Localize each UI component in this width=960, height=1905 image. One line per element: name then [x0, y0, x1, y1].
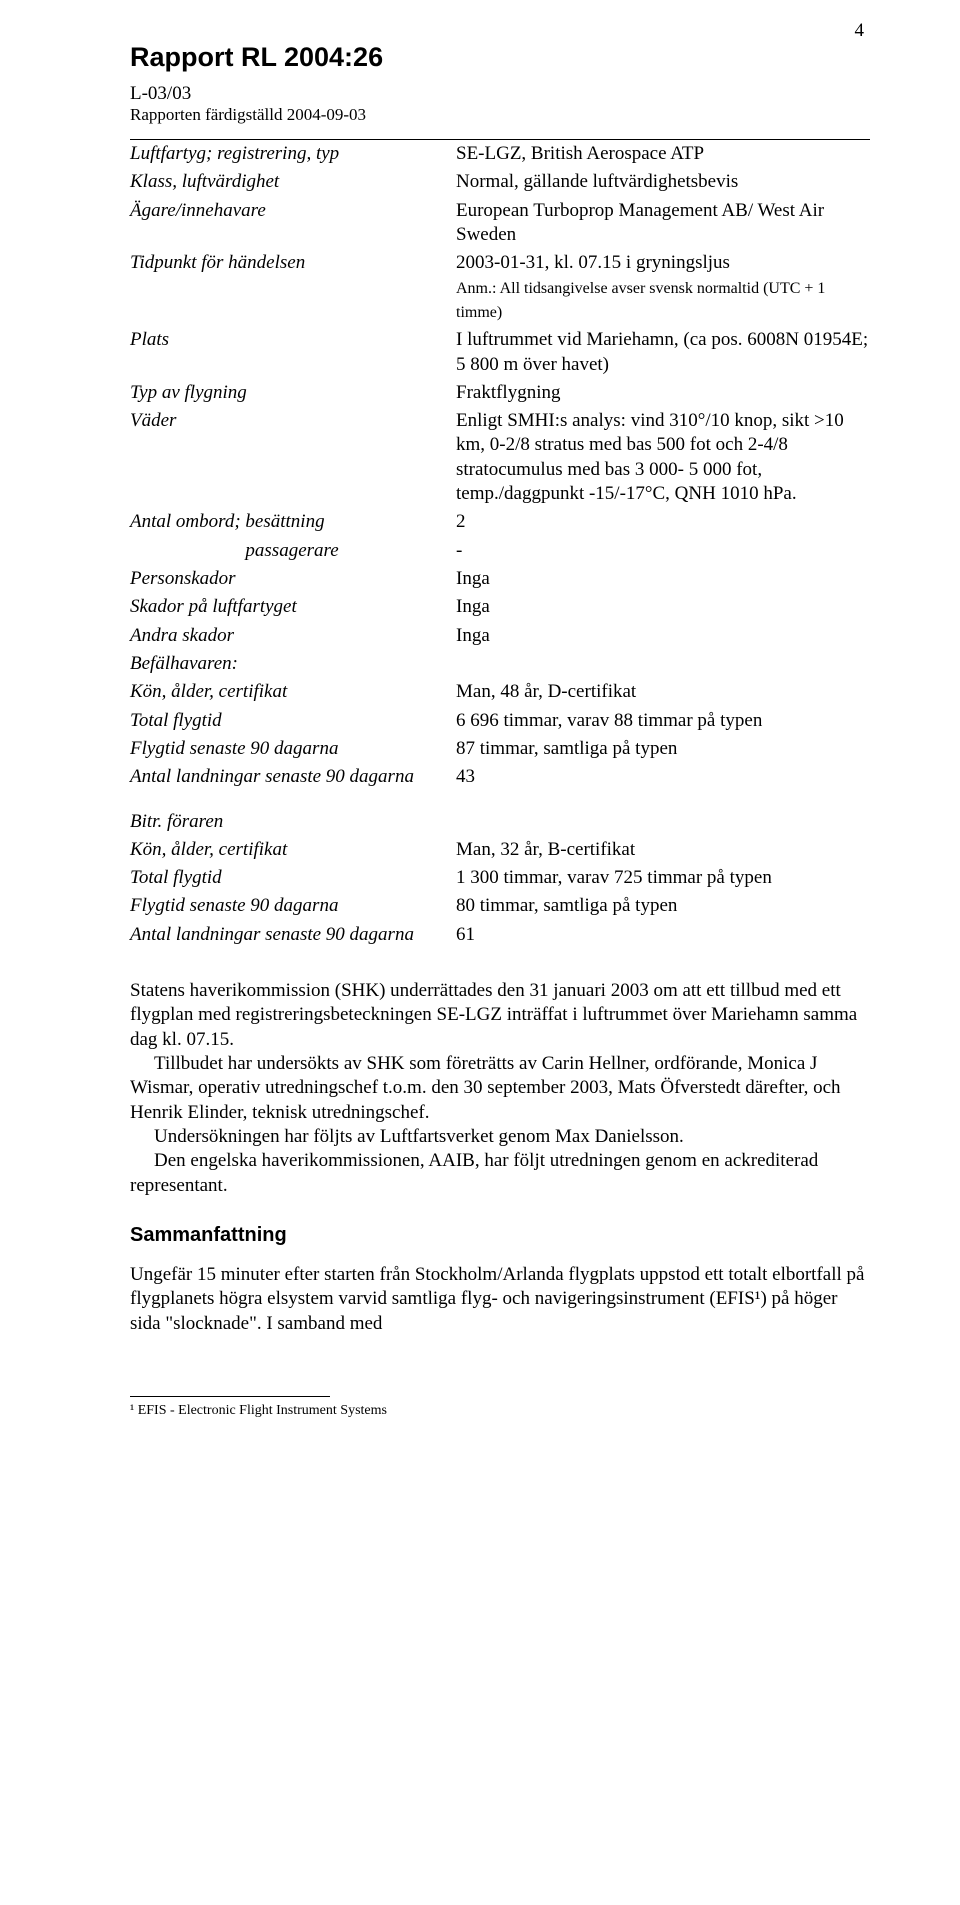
table-row: Personskador Inga	[130, 565, 870, 593]
table-row: Luftfartyg; registrering, typ SE-LGZ, Br…	[130, 140, 870, 169]
row-value: 2	[456, 508, 870, 536]
table-row: Total flygtid 6 696 timmar, varav 88 tim…	[130, 707, 870, 735]
table-row: Andra skador Inga	[130, 622, 870, 650]
row-label: Antal landningar senaste 90 dagarna	[130, 921, 456, 949]
row-note: Anm.: All tidsangivelse avser svensk nor…	[456, 280, 825, 321]
row-label: Befälhavaren:	[130, 650, 456, 678]
row-value: European Turboprop Management AB/ West A…	[456, 197, 870, 250]
row-value: 43	[456, 763, 870, 791]
table-row: Plats I luftrummet vid Mariehamn, (ca po…	[130, 326, 870, 379]
table-row: Kön, ålder, certifikat Man, 48 år, D-cer…	[130, 678, 870, 706]
row-value: Normal, gällande luftvärdighetsbevis	[456, 168, 870, 196]
row-label: Personskador	[130, 565, 456, 593]
paragraph: Tillbudet har undersökts av SHK som före…	[130, 1052, 870, 1125]
table-row: Total flygtid 1 300 timmar, varav 725 ti…	[130, 864, 870, 892]
row-value: Inga	[456, 622, 870, 650]
row-value: Enligt SMHI:s analys: vind 310°/10 knop,…	[456, 407, 870, 508]
report-title: Rapport RL 2004:26	[130, 42, 870, 73]
row-label: Kön, ålder, certifikat	[130, 678, 456, 706]
paragraph: Den engelska haverikommissionen, AAIB, h…	[130, 1149, 870, 1198]
row-label: Total flygtid	[130, 707, 456, 735]
footnote-rule	[130, 1396, 330, 1397]
table-row: Flygtid senaste 90 dagarna 87 timmar, sa…	[130, 735, 870, 763]
table-row: Befälhavaren:	[130, 650, 870, 678]
table-row: Kön, ålder, certifikat Man, 32 år, B-cer…	[130, 836, 870, 864]
row-label: Väder	[130, 407, 456, 508]
table-row: Ägare/innehavare European Turboprop Mana…	[130, 197, 870, 250]
row-label: Skador på luftfartyget	[130, 593, 456, 621]
row-value: 6 696 timmar, varav 88 timmar på typen	[456, 707, 870, 735]
row-value	[456, 650, 870, 678]
row-value-text: 2003-01-31, kl. 07.15 i gryningsljus	[456, 252, 730, 273]
table-row: Antal landningar senaste 90 dagarna 43	[130, 763, 870, 791]
body-text: Statens haverikommission (SHK) underrätt…	[130, 979, 870, 1198]
row-value: SE-LGZ, British Aerospace ATP	[456, 140, 870, 169]
paragraph: Undersökningen har följts av Luftfartsve…	[130, 1125, 870, 1149]
row-value: Man, 32 år, B-certifikat	[456, 836, 870, 864]
row-label: Flygtid senaste 90 dagarna	[130, 735, 456, 763]
table-row: Antal ombord; besättning 2	[130, 508, 870, 536]
table-row: Bitr. föraren	[130, 792, 870, 836]
row-value: I luftrummet vid Mariehamn, (ca pos. 600…	[456, 326, 870, 379]
row-label: Kön, ålder, certifikat	[130, 836, 456, 864]
table-row: Väder Enligt SMHI:s analys: vind 310°/10…	[130, 407, 870, 508]
row-value: Inga	[456, 565, 870, 593]
row-value: Fraktflygning	[456, 379, 870, 407]
row-label: Tidpunkt för händelsen	[130, 249, 456, 326]
table-row: Antal landningar senaste 90 dagarna 61	[130, 921, 870, 949]
row-label: Luftfartyg; registrering, typ	[130, 140, 456, 169]
report-completed-date: Rapporten färdigställd 2004-09-03	[130, 105, 870, 125]
row-label: Antal ombord; besättning	[130, 508, 456, 536]
info-table: Luftfartyg; registrering, typ SE-LGZ, Br…	[130, 139, 870, 949]
row-label: Flygtid senaste 90 dagarna	[130, 892, 456, 920]
row-value: 80 timmar, samtliga på typen	[456, 892, 870, 920]
table-row: Antal ombord; passagerare -	[130, 537, 870, 565]
row-value: Man, 48 år, D-certifikat	[456, 678, 870, 706]
footnote: ¹ EFIS - Electronic Flight Instrument Sy…	[130, 1403, 870, 1419]
row-value: 2003-01-31, kl. 07.15 i gryningsljus Anm…	[456, 249, 870, 326]
row-label: Ägare/innehavare	[130, 197, 456, 250]
table-row: Tidpunkt för händelsen 2003-01-31, kl. 0…	[130, 249, 870, 326]
table-row: Skador på luftfartyget Inga	[130, 593, 870, 621]
row-label: Antal landningar senaste 90 dagarna	[130, 763, 456, 791]
row-label: Plats	[130, 326, 456, 379]
paragraph: Statens haverikommission (SHK) underrätt…	[130, 979, 870, 1052]
summary-heading: Sammanfattning	[130, 1224, 870, 1247]
row-value	[456, 792, 870, 836]
row-label: Andra skador	[130, 622, 456, 650]
row-label: Antal ombord; passagerare	[130, 537, 456, 565]
row-label: Total flygtid	[130, 864, 456, 892]
page-number: 4	[855, 20, 865, 42]
table-row: Flygtid senaste 90 dagarna 80 timmar, sa…	[130, 892, 870, 920]
row-label: Typ av flygning	[130, 379, 456, 407]
row-value: Inga	[456, 593, 870, 621]
summary-paragraph: Ungefär 15 minuter efter starten från St…	[130, 1263, 870, 1336]
row-value: 1 300 timmar, varav 725 timmar på typen	[456, 864, 870, 892]
table-row: Klass, luftvärdighet Normal, gällande lu…	[130, 168, 870, 196]
row-value: -	[456, 537, 870, 565]
row-label: Bitr. föraren	[130, 792, 456, 836]
row-value: 87 timmar, samtliga på typen	[456, 735, 870, 763]
row-label: Klass, luftvärdighet	[130, 168, 456, 196]
case-number: L-03/03	[130, 83, 870, 105]
table-row: Typ av flygning Fraktflygning	[130, 379, 870, 407]
row-value: 61	[456, 921, 870, 949]
